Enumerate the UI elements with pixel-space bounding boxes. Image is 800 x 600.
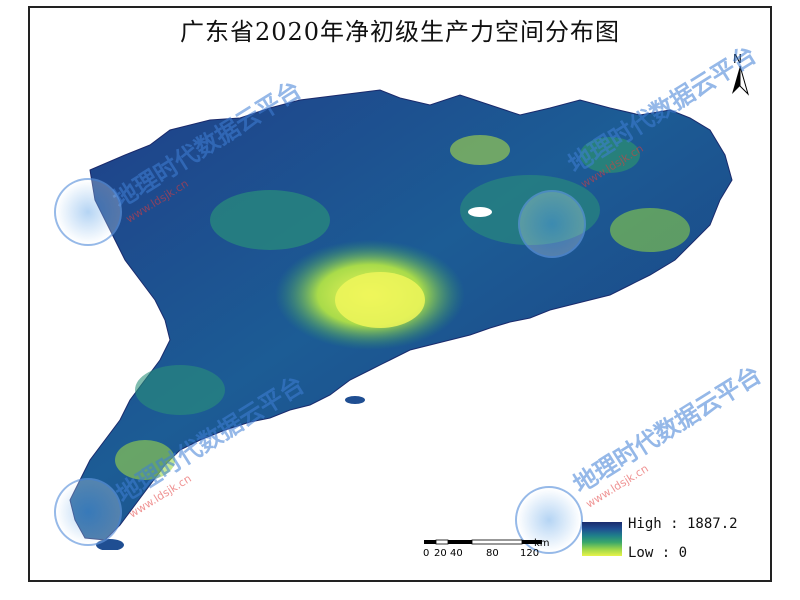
scale-tick-80: 80: [486, 548, 499, 559]
scale-tick-20: 20: [434, 548, 447, 559]
reservoir: [468, 207, 492, 217]
scale-tick-40: 40: [450, 548, 463, 559]
scale-tick-0: 0: [423, 548, 429, 559]
scale-unit: km: [534, 538, 550, 549]
legend-low-label: Low : 0: [628, 545, 688, 561]
scale-tick-120: 120: [520, 548, 539, 559]
north-label: N: [733, 52, 742, 66]
legend-high-label: High : 1887.2: [628, 516, 738, 532]
island: [345, 396, 365, 404]
watermark-logo-icon: [54, 178, 122, 246]
guangdong-npp-map: [69, 89, 733, 550]
map-canvas: [50, 60, 740, 550]
watermark-logo-icon: [518, 190, 586, 258]
map-title: 广东省2020年净初级生产力空间分布图: [179, 18, 621, 46]
scale-bar: 0 20 40 80 120 km: [423, 538, 550, 559]
north-arrow-icon: [732, 65, 750, 96]
delta-core: [335, 272, 425, 328]
legend-color-ramp: [582, 522, 622, 556]
watermark-logo-icon: [54, 478, 122, 546]
